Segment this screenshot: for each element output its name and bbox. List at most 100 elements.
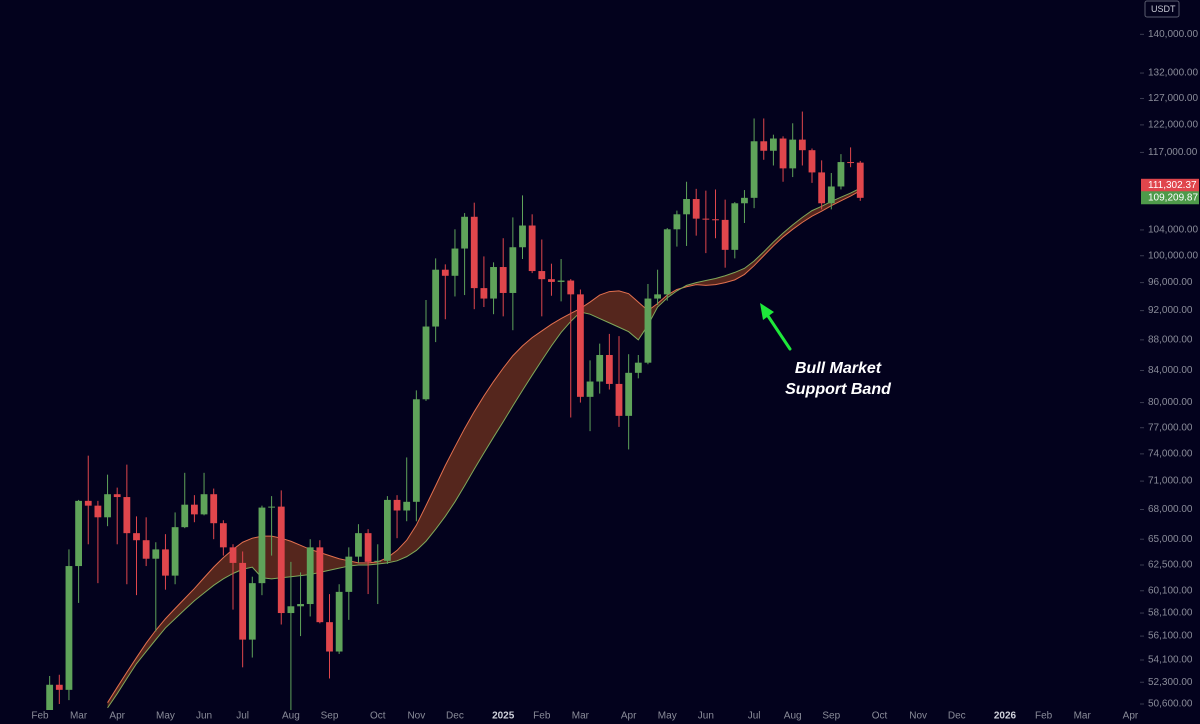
candle-body xyxy=(297,604,304,607)
y-tick-label: 71,000.00 xyxy=(1148,476,1193,487)
x-tick-label: Jul xyxy=(748,711,761,722)
candle-body xyxy=(615,383,623,416)
y-tick-label: 65,000.00 xyxy=(1148,534,1193,545)
candle-body xyxy=(837,162,845,187)
candle-body xyxy=(721,219,729,250)
y-tick-label: 117,000.00 xyxy=(1148,147,1198,158)
y-tick-label: 127,000.00 xyxy=(1148,93,1198,104)
annotation-arrow xyxy=(760,303,792,351)
x-tick-label: Mar xyxy=(572,711,590,722)
price-tag-label: 109,209.87 xyxy=(1148,192,1198,203)
y-tick-label: 58,100.00 xyxy=(1148,608,1193,619)
candle-body xyxy=(94,505,102,518)
arrow-head xyxy=(760,303,774,320)
candle-body xyxy=(557,280,565,282)
x-tick-label: Feb xyxy=(1035,711,1053,722)
y-tick-label: 50,600.00 xyxy=(1148,699,1193,710)
x-tick-label: Jun xyxy=(698,711,714,722)
candle-body xyxy=(548,279,555,282)
candle-body xyxy=(770,138,777,151)
candle-body xyxy=(509,247,517,293)
candle-body xyxy=(528,225,536,272)
candle-body xyxy=(538,271,546,280)
candle-body xyxy=(75,500,82,567)
annotation-line: Support Band xyxy=(785,381,892,398)
candle-body xyxy=(384,499,391,561)
candle-body xyxy=(461,216,468,249)
candle-body xyxy=(171,527,179,576)
x-tick-label: Aug xyxy=(784,711,802,722)
candle-body xyxy=(847,162,854,164)
price-tag xyxy=(1141,178,1199,192)
candle-body xyxy=(702,218,710,220)
candle-body xyxy=(818,172,826,204)
candle-body xyxy=(827,186,835,204)
y-tick-label: 88,000.00 xyxy=(1148,334,1193,345)
candle-body xyxy=(750,141,758,198)
candle-body xyxy=(586,381,594,397)
currency-label: USDT xyxy=(1151,4,1176,14)
candle-body xyxy=(499,267,507,293)
candle-body xyxy=(519,225,526,248)
candle-body xyxy=(808,150,816,173)
y-tick-label: 96,000.00 xyxy=(1148,277,1193,288)
band-fill xyxy=(107,188,861,708)
candle-body xyxy=(490,267,497,299)
candle-body xyxy=(712,219,719,221)
candle-body xyxy=(181,504,189,528)
candle-body xyxy=(663,229,671,295)
candle-body xyxy=(634,362,642,373)
annotation-line: Bull Market xyxy=(795,360,882,377)
candle-body xyxy=(393,499,401,511)
candle-body xyxy=(152,549,160,559)
candle-body xyxy=(374,560,382,562)
candle-body xyxy=(258,507,266,584)
candle-body xyxy=(162,549,169,576)
candle-body xyxy=(683,199,690,215)
candle-body xyxy=(741,197,748,204)
candle-body xyxy=(123,497,131,534)
y-tick-label: 62,500.00 xyxy=(1148,560,1193,571)
x-tick-label: Dec xyxy=(446,711,464,722)
x-tick-label: Apr xyxy=(1123,711,1139,722)
candle-body xyxy=(210,494,218,524)
x-tick-label: Feb xyxy=(31,711,49,722)
candle-body xyxy=(55,684,63,690)
x-tick-label: Jul xyxy=(236,711,249,722)
x-tick-label: Nov xyxy=(407,711,425,722)
candle-body xyxy=(306,547,314,605)
candle-body xyxy=(605,354,613,384)
x-tick-label: Jun xyxy=(196,711,212,722)
arrow-shaft xyxy=(764,311,792,351)
candle-body xyxy=(451,248,459,276)
x-tick-label: Sep xyxy=(321,711,339,722)
candle-body xyxy=(441,269,449,276)
candle-body xyxy=(133,533,140,541)
x-tick-label: Aug xyxy=(282,711,300,722)
candle-body xyxy=(779,138,787,169)
candle-body xyxy=(84,500,92,506)
price-tag xyxy=(1141,191,1199,205)
candle-body xyxy=(432,269,440,327)
y-tick-label: 100,000.00 xyxy=(1148,250,1198,261)
candle-body xyxy=(200,494,208,515)
x-tick-label: Oct xyxy=(370,711,386,722)
candle-body xyxy=(229,547,237,563)
x-tick-label: Dec xyxy=(948,711,966,722)
y-tick-label: 92,000.00 xyxy=(1148,305,1193,316)
y-tick-label: 84,000.00 xyxy=(1148,365,1193,376)
y-tick-label: 52,300.00 xyxy=(1148,677,1193,688)
candle-body xyxy=(692,199,700,219)
y-tick-label: 104,000.00 xyxy=(1148,225,1198,236)
candle-body xyxy=(789,139,797,169)
y-tick-label: 140,000.00 xyxy=(1148,29,1198,40)
candle-body xyxy=(191,504,198,515)
candle-body xyxy=(364,533,372,562)
candle-body xyxy=(46,684,54,710)
candle-body xyxy=(326,622,333,652)
candle-body xyxy=(596,354,604,382)
price-axis: 140,000.00 132,000.00 127,000.00 122,000.00… xyxy=(1140,29,1199,710)
candle-body xyxy=(219,523,227,548)
candle-body xyxy=(316,547,324,623)
